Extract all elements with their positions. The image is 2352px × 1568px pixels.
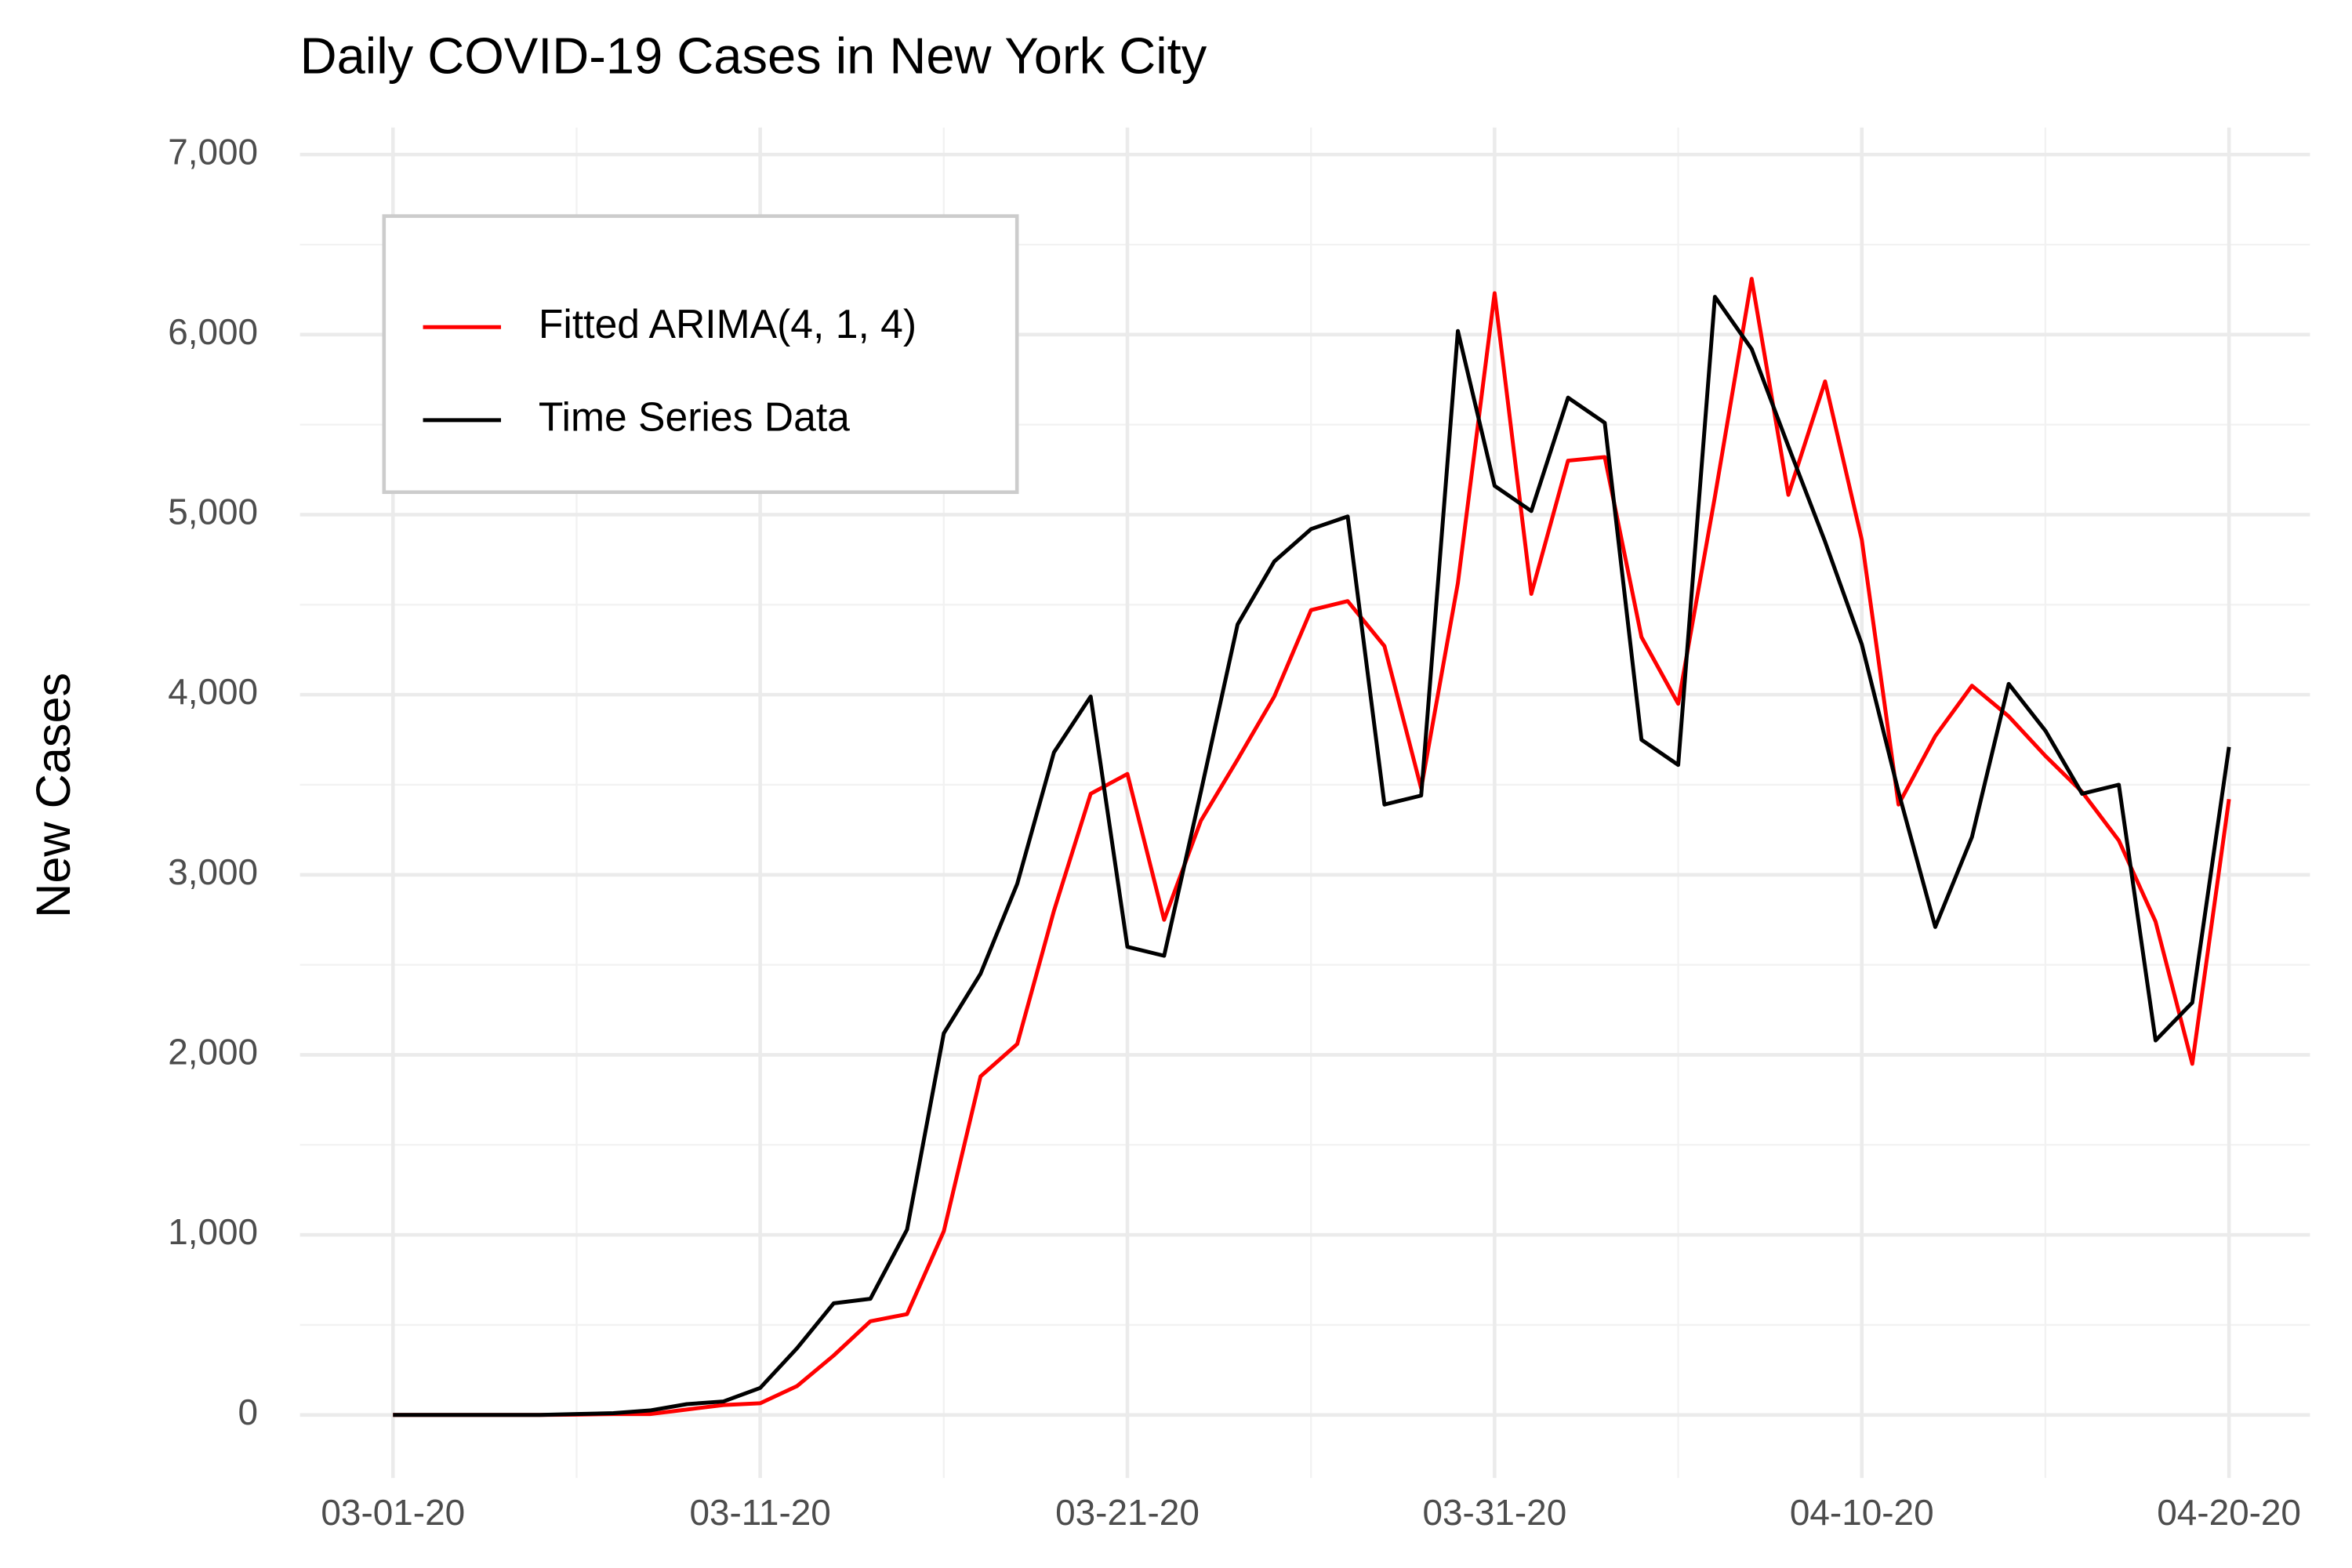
x-tick-label: 04-20-20 [2157,1492,2301,1533]
y-tick-label: 4,000 [168,671,258,712]
x-tick-label: 03-11-20 [689,1492,830,1533]
y-axis-label: New Cases [27,673,80,918]
legend-box [382,214,1019,495]
series-line [393,277,2231,1417]
y-tick-label: 3,000 [168,851,258,892]
x-tick-label: 03-31-20 [1423,1492,1567,1533]
y-tick-label: 1,000 [168,1211,258,1252]
chart-title: Daily COVID-19 Cases in New York City [300,27,1207,85]
y-tick-label: 6,000 [168,311,258,352]
y-tick-label: 5,000 [168,492,258,532]
y-tick-label: 2,000 [168,1032,258,1073]
legend: Fitted ARIMA(4, 1, 4) Time Series Data [382,214,1019,495]
legend-label: Time Series Data [539,394,850,440]
x-tick-label: 03-01-20 [321,1492,465,1533]
y-tick-label: 0 [238,1392,259,1432]
y-tick-label: 7,000 [168,131,258,172]
x-tick-label: 04-10-20 [1790,1492,1934,1533]
legend-label: Fitted ARIMA(4, 1, 4) [539,301,916,347]
x-tick-label: 03-21-20 [1055,1492,1200,1533]
series-line [393,295,2231,1417]
